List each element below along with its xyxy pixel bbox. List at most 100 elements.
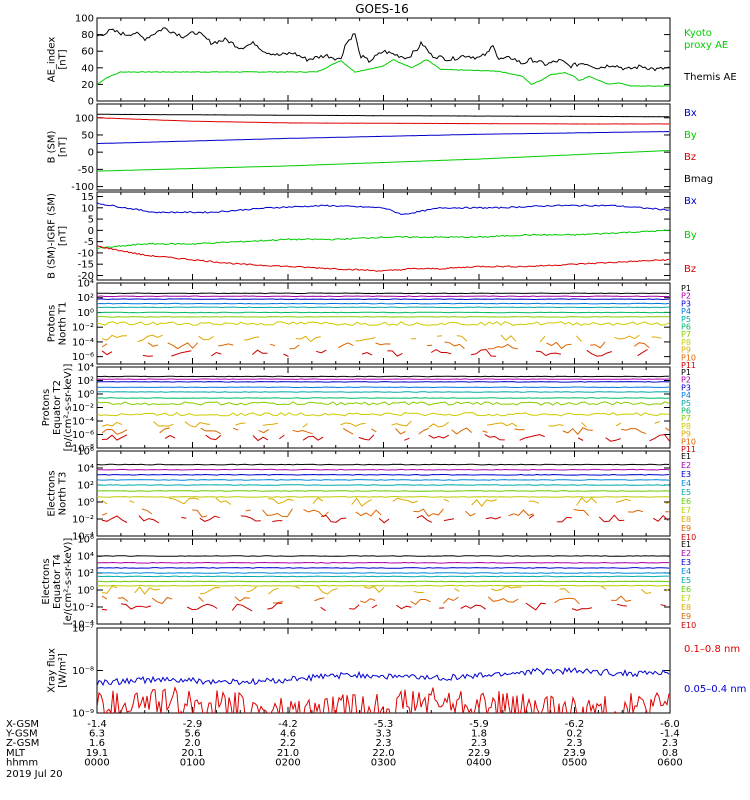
channel-E10 (416, 515, 433, 523)
y-axis-label: [W/m²] (58, 653, 69, 688)
y-tick-label: 10² (77, 293, 94, 304)
channel-P11 (404, 437, 410, 441)
panel-pn: 10⁻⁶ 10⁻⁴ 10⁻² 10⁰ 10² 10⁴ Protons North T1 P1P2… (47, 279, 697, 371)
legend-p9: P9 (681, 346, 691, 355)
channel-E10 (186, 603, 218, 611)
y-tick-label: 10 (81, 203, 94, 214)
xaxis-value: 0200 (275, 757, 300, 768)
xaxis-value: 21.0 (277, 748, 299, 759)
channel-P10 (289, 344, 300, 350)
channel-E10 (138, 515, 160, 524)
channel-E10 (181, 516, 187, 519)
channel-E10 (101, 515, 128, 523)
y-tick-label: -15 (78, 260, 94, 271)
y-tick-label: 10⁻⁴ (72, 532, 94, 543)
channel-P9 (615, 422, 622, 427)
legend-p7: P7 (681, 414, 691, 423)
y-tick-label: 10⁻² (72, 323, 94, 334)
legend-bx: Bx (684, 108, 697, 119)
channel-P10 (444, 341, 465, 349)
channel-E8 (312, 497, 324, 505)
legend-p10: P10 (681, 437, 696, 446)
channel-E8 (491, 585, 522, 592)
series-themis-ae (97, 27, 670, 72)
xaxis-value: 5.6 (185, 729, 201, 740)
channel-P9 (101, 421, 123, 427)
channel-E9 (355, 509, 382, 517)
legend-e4: E4 (681, 567, 691, 576)
channel-E7 (97, 496, 670, 498)
y-tick-label: 10⁻² (72, 603, 94, 614)
channel-E10 (571, 607, 593, 611)
y-tick-label: 0 (88, 226, 94, 237)
y-tick-label: 10⁶ (77, 447, 94, 458)
y-axis-label: Equator T2 (52, 380, 63, 435)
channel-P6 (97, 311, 670, 314)
channel-P11 (211, 351, 222, 357)
legend-p6: P6 (681, 323, 691, 332)
xaxis-value: 0500 (562, 757, 587, 768)
channel-E9 (151, 596, 173, 605)
channel-E9 (573, 508, 590, 516)
legend-bx: Bx (684, 196, 697, 207)
channel-P9 (654, 421, 660, 424)
channel-E10 (199, 515, 220, 522)
y-axis-label: Electrons (41, 558, 52, 604)
channel-E8 (413, 590, 424, 594)
channel-P3 (97, 298, 670, 301)
xaxis-value: 2.3 (567, 738, 583, 749)
channel-E8 (363, 585, 385, 594)
panel-frame (96, 17, 671, 102)
plot-area (97, 667, 670, 713)
panel-ee: 10⁻⁴ 10⁻² 10⁰ 10² 10⁴ 10⁶ Electrons Equator T4[… (41, 535, 696, 631)
channel-P11 (430, 349, 452, 355)
channel-E9 (101, 595, 108, 600)
xaxis-row-label-z-gsm: Z-GSM (6, 738, 39, 749)
y-axis-label: B (SM)-IGRF (SM) (47, 193, 58, 279)
channel-E9 (610, 595, 632, 602)
legend-p6: P6 (681, 407, 691, 416)
legend-e6: E6 (681, 585, 691, 594)
xaxis-value: 0.2 (567, 729, 583, 740)
channel-P11 (519, 434, 545, 441)
y-tick-label: 10⁰ (77, 586, 94, 597)
xaxis-value: 1.8 (471, 729, 487, 740)
xaxis-value: 2.0 (185, 738, 201, 749)
series-by (97, 229, 670, 250)
channel-P9 (101, 334, 128, 341)
legend-p7: P7 (681, 330, 691, 339)
channel-E10 (443, 518, 455, 522)
legend-e1: E1 (681, 452, 691, 461)
channel-E9 (665, 511, 670, 513)
xaxis-value: 0600 (657, 757, 682, 768)
channel-P9 (576, 335, 582, 342)
legend-e8: E8 (681, 603, 691, 612)
channel-E9 (234, 596, 250, 602)
y-tick-label: -20 (78, 271, 94, 282)
channel-P11 (302, 435, 324, 441)
channel-E8 (471, 499, 497, 508)
channel-P10 (395, 428, 406, 435)
legend-e7: E7 (681, 506, 691, 515)
channel-P7 (97, 316, 670, 318)
channel-E10 (320, 606, 326, 612)
channel-E9 (101, 512, 108, 516)
channel-P2 (97, 295, 669, 298)
y-tick-label: 10⁻⁷ (72, 624, 94, 635)
xaxis-value: 3.3 (376, 729, 392, 740)
y-tick-label: 50 (81, 130, 94, 141)
y-tick-label: 10⁻⁴ (72, 337, 94, 348)
legend-by: By (684, 130, 697, 141)
channel-E9 (554, 597, 580, 605)
legend-bmag: Bmag (684, 174, 713, 185)
channel-P9 (302, 423, 309, 428)
legend-p1: P1 (681, 368, 691, 377)
channel-P10 (665, 427, 670, 432)
channel-E9 (410, 599, 431, 606)
legend-e9: E9 (681, 524, 691, 533)
y-tick-label: 10⁻⁴ (72, 620, 94, 631)
channel-E8 (559, 588, 570, 594)
xaxis-value: -1.4 (660, 729, 680, 740)
xaxis-value: -1.4 (87, 719, 107, 730)
plot-area (97, 292, 670, 358)
